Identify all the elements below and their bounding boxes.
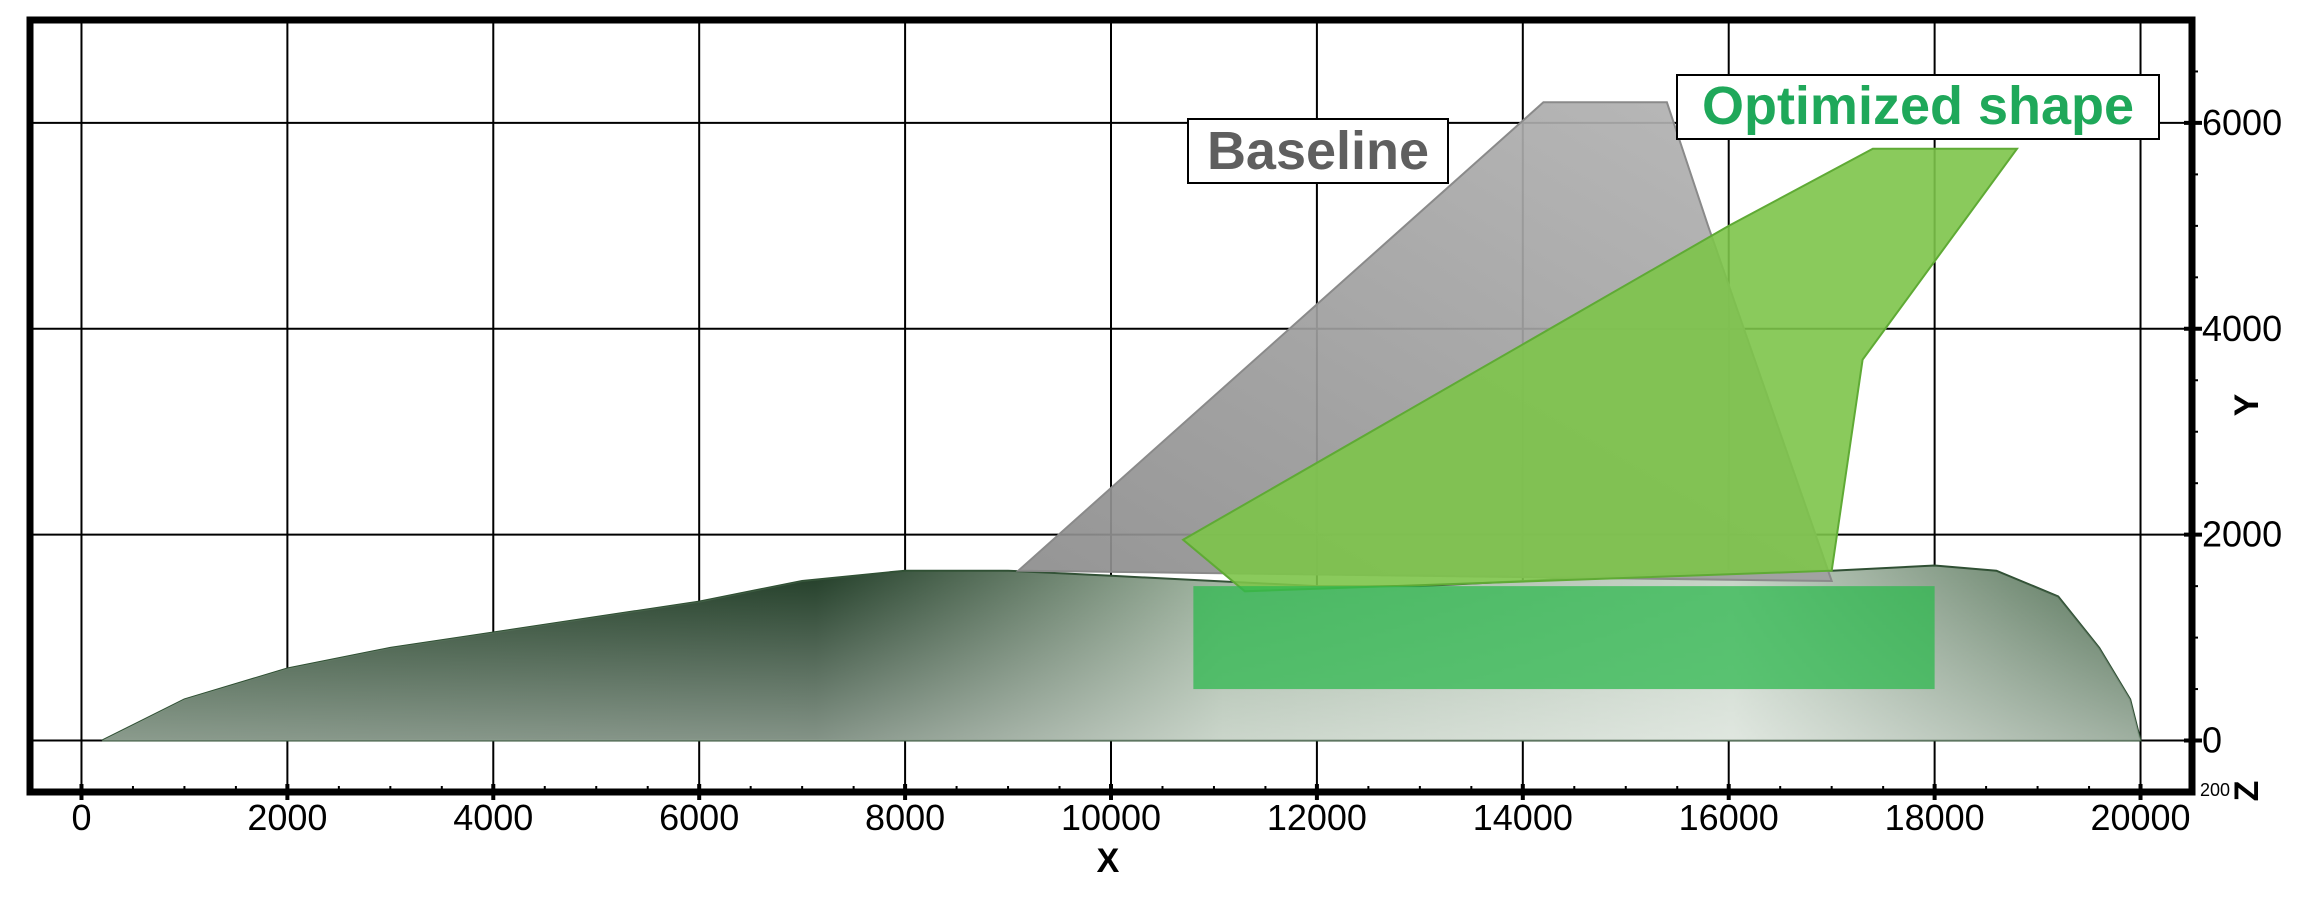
baseline-label: Baseline: [1207, 121, 1429, 181]
y-tick-label: 4000: [2202, 308, 2282, 349]
x-tick-label: 20000: [2090, 797, 2190, 838]
x-tick-label: 4000: [453, 797, 533, 838]
x-axis: 0 2000 4000 6000 8000 10000 12000 14000 16000 180…: [71, 784, 2191, 838]
x-tick-label: 2000: [247, 797, 327, 838]
x-tick-label: 8000: [865, 797, 945, 838]
x-tick-label: 16000: [1679, 797, 1779, 838]
x-tick-label: 14000: [1473, 797, 1573, 838]
x-axis-title: X: [1097, 842, 1120, 880]
y-tick-label: 6000: [2202, 102, 2282, 143]
x-tick-label: 6000: [659, 797, 739, 838]
y-tick-label: 2000: [2202, 514, 2282, 555]
baseline-callout-box: [1187, 118, 1449, 184]
z-axis-title: Z: [2228, 781, 2266, 802]
optimized-callout-box: [1676, 74, 2160, 140]
x-tick-label: 10000: [1061, 797, 1161, 838]
optimized-label: Optimized shape: [1702, 76, 2134, 136]
z-tick-label: 200: [2200, 780, 2230, 800]
x-tick-label: 0: [71, 797, 91, 838]
y-axis: 0 2000 4000 6000: [2184, 70, 2282, 761]
x-tick-label: 12000: [1267, 797, 1367, 838]
baseline-callout: Baseline: [1187, 118, 1449, 184]
y-tick-label: 0: [2202, 720, 2222, 761]
optimized-wing-root-band: [1193, 586, 1935, 690]
optimized-callout: Optimized shape: [1676, 74, 2160, 140]
y-axis-title: Y: [2228, 393, 2266, 416]
x-tick-label: 18000: [1885, 797, 1985, 838]
